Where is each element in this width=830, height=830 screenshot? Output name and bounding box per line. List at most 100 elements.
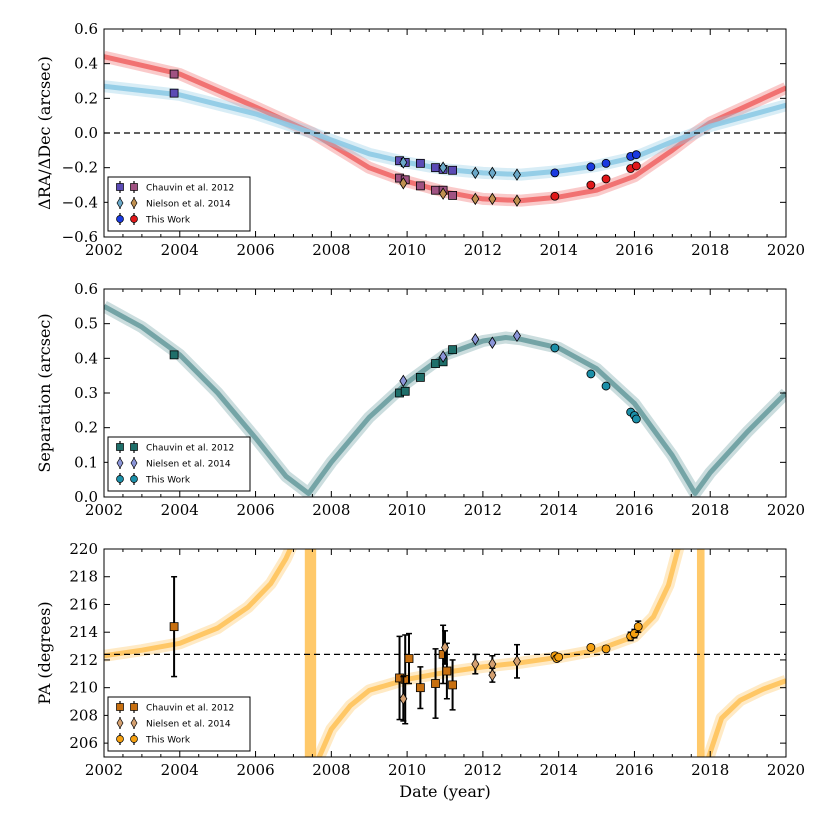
legend-marker-diamond [116,197,124,209]
data-point-diamond [488,336,497,349]
x-tick-label: 2016 [615,501,653,519]
data-point-diamond [399,177,408,190]
legend: Chauvin et al. 2012 Nielson et al. 2014 Th… [107,176,251,232]
x-tick-label: 2004 [161,501,199,519]
x-tick-label: 2012 [464,761,502,779]
y-axis-label: Separation (arcsec) [35,313,54,472]
data-point-circle [550,343,560,353]
legend-marker-square [130,443,138,451]
y-axis-label: PA (degrees) [35,601,54,704]
legend: Chauvin et al. 2012 Nielsen et al. 2014 Th… [107,696,251,752]
data-point-square [415,181,425,191]
data-point-circle [586,643,596,652]
data-point-circle [586,369,596,379]
data-point-square [448,190,457,200]
data-point-square [448,345,457,355]
data-point-diamond [441,641,449,654]
x-tick-label: 2018 [691,241,729,259]
x-tick-label: 2004 [161,761,199,779]
data-point-circle [601,381,611,391]
x-tick-label: 2010 [388,761,426,779]
x-tick-label: 2002 [85,241,123,259]
x-tick-label: 2020 [767,501,805,519]
data-point-square [415,372,425,382]
data-point-circle [550,168,560,178]
data-point-circle [601,644,611,654]
plot-area [104,50,786,207]
x-tick-label: 2018 [691,761,729,779]
y-tick-label: 218 [69,568,98,586]
y-tick-label: 216 [69,595,98,613]
y-tick-label: −0.6 [62,228,98,246]
legend-label: Nielson et al. 2014 [146,200,231,210]
legend-marker-diamond [130,197,138,209]
legend-marker-circle [130,215,138,223]
y-tick-label: 0.1 [74,453,98,471]
y-tick-label: 0.2 [74,89,98,107]
data-point-square [431,359,440,368]
data-point-diamond [399,374,408,388]
x-tick-label: 2004 [161,241,199,259]
x-tick-label: 2002 [85,501,123,519]
legend-marker-diamond [116,457,124,469]
model-curve-halo [312,549,685,757]
y-axis-label: ΔRA/ΔDec (arcsec) [35,56,54,210]
y-tick-label: 0.2 [74,419,98,437]
y-tick-label: 0.4 [74,349,98,367]
y-tick-label: 0.4 [74,55,98,73]
data-point-circle [631,161,641,171]
y-tick-label: 220 [69,540,98,558]
x-tick-label: 2012 [464,241,502,259]
legend: Chauvin et al. 2012 Nielsen et al. 2014 Th… [107,436,251,492]
model-band [696,549,705,757]
y-tick-label: −0.4 [62,193,98,211]
data-point-circle [554,652,564,662]
data-point-diamond [513,329,521,343]
x-tick-label: 2012 [464,501,502,519]
legend-label: Chauvin et al. 2012 [146,444,234,454]
y-tick-label: 0.6 [74,280,98,298]
data-point-square [431,163,440,173]
data-point-diamond [399,156,408,169]
legend-marker-diamond [116,717,124,729]
legend-label: This Work [145,476,191,486]
model-curve-halo [104,549,297,662]
data-point-diamond [513,194,521,207]
plot-area [104,301,786,497]
y-tick-label: −0.2 [62,159,98,177]
y-tick-label: 0.0 [74,124,98,142]
data-point-circle [601,158,611,168]
data-point-diamond [439,187,448,200]
data-point-diamond [513,655,521,668]
data-point-diamond [471,333,480,346]
data-point-square [431,679,440,688]
x-tick-label: 2008 [312,501,350,519]
legend-marker-circle [130,475,138,483]
legend-label: This Work [145,736,191,746]
data-point-square [169,88,179,98]
legend-marker-square [116,703,124,711]
data-point-circle [631,150,641,160]
legend-marker-circle [116,475,124,483]
legend-label: Nielsen et al. 2014 [146,720,231,730]
y-tick-label: 0.6 [74,20,98,38]
model-curve [316,549,681,757]
data-point-diamond [471,166,480,180]
data-point-circle [550,191,560,201]
legend-marker-square [116,443,124,451]
data-point-square [448,165,457,175]
x-tick-label: 2016 [615,241,653,259]
legend-marker-diamond [130,717,138,729]
x-tick-label: 2018 [691,501,729,519]
x-tick-label: 2002 [85,761,123,779]
data-point-square [169,69,179,79]
legend-marker-diamond [130,457,138,469]
legend-marker-square [130,703,138,711]
x-tick-label: 2014 [540,241,578,259]
data-point-square [431,185,440,195]
data-point-square [442,666,452,676]
data-point-diamond [471,657,480,671]
x-axis-label: Date (year) [399,782,491,801]
legend-marker-circle [130,735,138,743]
data-point-square [404,654,414,663]
